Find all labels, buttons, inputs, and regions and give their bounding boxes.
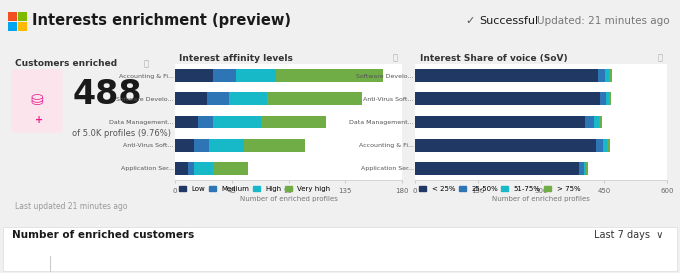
Bar [607, 139, 611, 152]
Text: ⛁: ⛁ [31, 93, 44, 108]
Bar [213, 162, 248, 175]
Text: ✓: ✓ [466, 16, 475, 26]
Bar [600, 93, 606, 105]
Bar [18, 12, 27, 21]
Bar [213, 69, 235, 82]
Bar [175, 139, 194, 152]
Text: Number of enriched customers: Number of enriched customers [12, 230, 194, 240]
Bar [586, 162, 588, 175]
Text: of 5.0K profiles (9.76%): of 5.0K profiles (9.76%) [72, 129, 171, 138]
Bar [194, 139, 209, 152]
Bar [229, 93, 267, 105]
Text: ⓘ: ⓘ [144, 59, 149, 68]
Bar [415, 139, 596, 152]
Bar [175, 93, 207, 105]
Bar [244, 139, 305, 152]
Bar [598, 116, 602, 128]
Text: 488: 488 [72, 78, 142, 111]
Text: Interest affinity levels: Interest affinity levels [180, 54, 293, 63]
FancyBboxPatch shape [3, 227, 677, 271]
Bar [209, 139, 244, 152]
X-axis label: Number of enriched profiles: Number of enriched profiles [492, 196, 590, 202]
Bar [606, 93, 609, 105]
Bar [175, 69, 213, 82]
Text: ⓘ: ⓘ [393, 54, 398, 63]
X-axis label: Number of enriched profiles: Number of enriched profiles [239, 196, 337, 202]
Bar [175, 162, 188, 175]
Text: Last updated 21 minutes ago: Last updated 21 minutes ago [14, 202, 127, 211]
Text: ⓘ: ⓘ [657, 54, 662, 63]
Bar [605, 69, 609, 82]
Bar [415, 116, 585, 128]
Bar [585, 116, 594, 128]
Bar [8, 22, 17, 31]
Text: Successful: Successful [479, 16, 539, 26]
Bar [194, 162, 213, 175]
Bar [415, 93, 600, 105]
Bar [235, 69, 276, 82]
Bar [198, 116, 213, 128]
Bar [260, 116, 326, 128]
Bar [596, 139, 603, 152]
Bar [579, 162, 584, 175]
Bar [609, 93, 611, 105]
Text: Interests enrichment (preview): Interests enrichment (preview) [32, 13, 291, 28]
Bar [584, 162, 586, 175]
Bar [415, 69, 598, 82]
Bar [267, 93, 362, 105]
Bar [415, 162, 579, 175]
Bar [207, 93, 229, 105]
Bar [18, 22, 27, 31]
Text: Last 7 days  ∨: Last 7 days ∨ [594, 230, 663, 240]
Bar [598, 69, 605, 82]
Legend: Low, Medium, High, Very high: Low, Medium, High, Very high [178, 185, 331, 193]
Text: Interest Share of voice (SoV): Interest Share of voice (SoV) [420, 54, 568, 63]
Bar [8, 12, 17, 21]
FancyBboxPatch shape [12, 69, 63, 132]
Legend: < 25%, 25-50%, 51-75%, > 75%: < 25%, 25-50%, 51-75%, > 75% [418, 185, 581, 193]
Bar [175, 116, 198, 128]
Bar [188, 162, 194, 175]
Bar [609, 69, 613, 82]
Bar [603, 139, 607, 152]
Text: +: + [35, 115, 43, 125]
Text: Updated: 21 minutes ago: Updated: 21 minutes ago [537, 16, 670, 26]
Bar [213, 116, 260, 128]
Text: Customers enriched: Customers enriched [14, 59, 117, 68]
Bar [594, 116, 598, 128]
Bar [276, 69, 383, 82]
